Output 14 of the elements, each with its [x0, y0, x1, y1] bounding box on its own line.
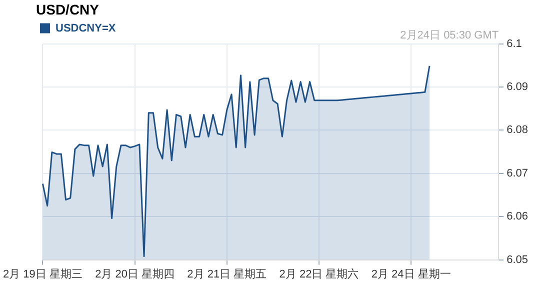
x-tick-label: 2月 19日 星期三	[3, 268, 82, 280]
chart-title: USD/CNY	[36, 1, 100, 18]
y-tick-label: 6.05	[506, 254, 528, 266]
y-tick-label: 6.1	[506, 38, 522, 50]
y-tick-label: 6.06	[506, 210, 528, 223]
x-tick-label: 2月 24日 星期一	[371, 268, 451, 280]
x-tick-label: 2月 20日 星期四	[95, 268, 175, 280]
y-tick-label: 6.09	[506, 81, 528, 94]
y-tick-label: 6.07	[506, 167, 528, 180]
y-tick-label: 6.08	[506, 124, 528, 136]
text: 2月24日 05:30 GMT	[400, 29, 499, 42]
x-tick-label: 2月 22日 星期六	[279, 267, 359, 280]
legend-label: USDCNY=X	[56, 22, 116, 34]
x-tick-label: 2月 21日 星期五	[187, 268, 267, 280]
